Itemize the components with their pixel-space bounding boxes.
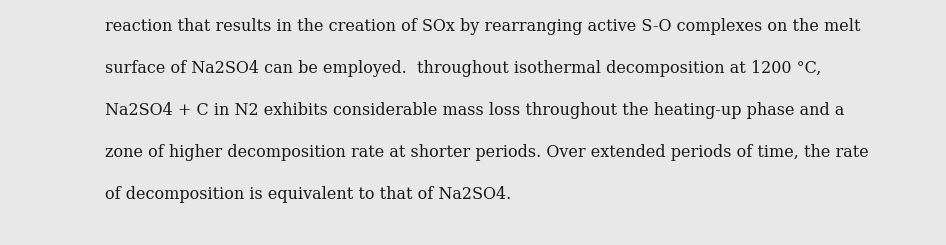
Text: reaction that results in the creation of SOx by rearranging active S-O complexes: reaction that results in the creation of… [105, 18, 861, 35]
Text: of decomposition is equivalent to that of Na2SO4.: of decomposition is equivalent to that o… [105, 186, 511, 203]
Text: zone of higher decomposition rate at shorter periods. Over extended periods of t: zone of higher decomposition rate at sho… [105, 144, 868, 161]
Text: surface of Na2SO4 can be employed.  throughout isothermal decomposition at 1200 : surface of Na2SO4 can be employed. throu… [105, 60, 821, 77]
Text: Na2SO4 + C in N2 exhibits considerable mass loss throughout the heating-up phase: Na2SO4 + C in N2 exhibits considerable m… [105, 102, 845, 119]
